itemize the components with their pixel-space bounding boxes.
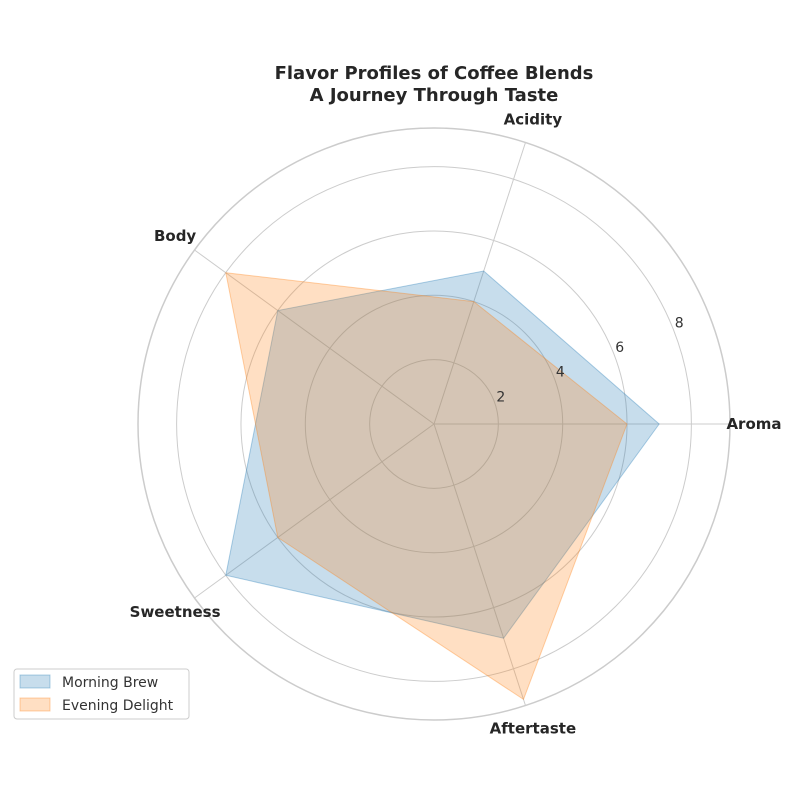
- axis-label-aftertaste: Aftertaste: [490, 719, 576, 737]
- legend-label-evening-delight: Evening Delight: [62, 698, 174, 714]
- radial-tick-label: 2: [496, 389, 505, 405]
- radial-tick-label: 8: [675, 315, 684, 331]
- chart-title-line-2: A Journey Through Taste: [310, 85, 559, 106]
- radar-series: [225, 270, 660, 701]
- series-area-evening-delight: [225, 272, 628, 701]
- legend-label-morning-brew: Morning Brew: [62, 675, 158, 691]
- legend-swatch-evening-delight: [19, 697, 51, 712]
- series-area-morning-brew: [225, 270, 660, 639]
- grid-spoke: [194, 249, 435, 425]
- grid-spoke: [194, 423, 435, 599]
- grid-spoke: [433, 423, 526, 706]
- legend: Morning Brew Evening Delight: [13, 668, 190, 720]
- axis-label-acidity: Acidity: [504, 111, 563, 129]
- axis-label-aroma: Aroma: [726, 415, 781, 433]
- legend-swatch-morning-brew: [19, 674, 51, 689]
- radial-tick-label: 6: [615, 340, 624, 356]
- axis-labels: Aroma Acidity Body Sweetness Aftertaste: [130, 111, 782, 738]
- grid-spoke: [433, 142, 526, 425]
- axis-label-sweetness: Sweetness: [130, 603, 221, 621]
- radar-grid: [137, 127, 731, 721]
- legend-frame: [13, 668, 190, 720]
- chart-title-line-1: Flavor Profiles of Coffee Blends: [275, 63, 594, 84]
- radial-tick-labels: 2 4 6 8: [496, 315, 683, 405]
- radial-tick-label: 4: [556, 365, 565, 381]
- axis-label-body: Body: [154, 227, 196, 245]
